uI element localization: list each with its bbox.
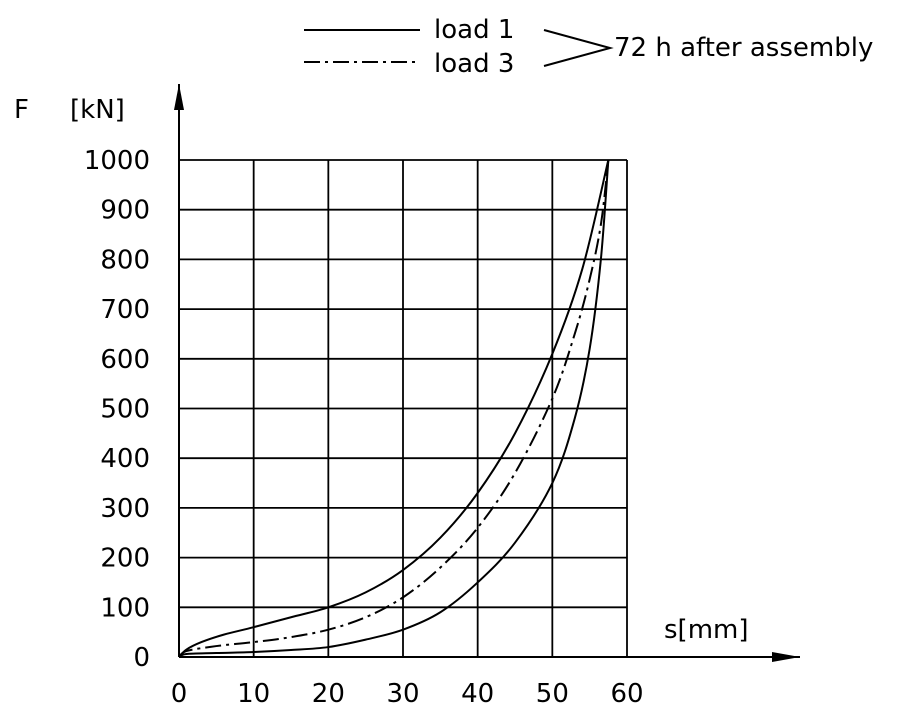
- y-tick-label-900: 900: [100, 196, 150, 226]
- y-tick-label-700: 700: [100, 295, 150, 325]
- x-tick-label-10: 10: [237, 679, 270, 706]
- x-axis-label: s[mm]: [664, 615, 749, 645]
- y-axis-arrowhead: [174, 84, 184, 110]
- y-tick-label-300: 300: [100, 494, 150, 524]
- y-tick-label-800: 800: [100, 245, 150, 275]
- y-tick-label-500: 500: [100, 395, 150, 425]
- x-tick-label-0: 0: [171, 679, 188, 706]
- y-tick-label-400: 400: [100, 444, 150, 474]
- legend: load 1 load 3 72 h after assembly: [304, 15, 873, 79]
- legend-label-load-1: load 1: [434, 15, 514, 45]
- y-axis-unit: [kN]: [70, 95, 125, 125]
- y-tick-label-100: 100: [100, 593, 150, 623]
- y-tick-label-1000: 1000: [84, 146, 150, 176]
- y-tick-label-600: 600: [100, 345, 150, 375]
- plot-grid: [179, 159, 628, 657]
- x-tick-label-50: 50: [536, 679, 569, 706]
- y-tick-label-0: 0: [133, 643, 150, 673]
- legend-bracket: [543, 29, 614, 67]
- legend-note: 72 h after assembly: [614, 33, 873, 63]
- series-1-branch-1-line: [178, 159, 610, 658]
- x-tick-label-30: 30: [386, 679, 419, 706]
- data-curves: [178, 159, 610, 658]
- x-tick-label-20: 20: [312, 679, 345, 706]
- series-2-branch-1-line: [178, 159, 610, 658]
- y-tick-label-200: 200: [100, 544, 150, 574]
- x-tick-label-40: 40: [461, 679, 494, 706]
- x-tick-label-60: 60: [610, 679, 643, 706]
- axes: [174, 84, 800, 662]
- tick-labels: 0 100 200 300 400 500 600 700 800 900 1000 0 10 20 30 4…: [84, 146, 644, 706]
- x-axis-arrowhead: [772, 652, 800, 662]
- series-1-branch-2-line: [178, 159, 610, 658]
- y-axis-symbol: F: [14, 95, 29, 125]
- legend-label-load-3: load 3: [434, 49, 514, 79]
